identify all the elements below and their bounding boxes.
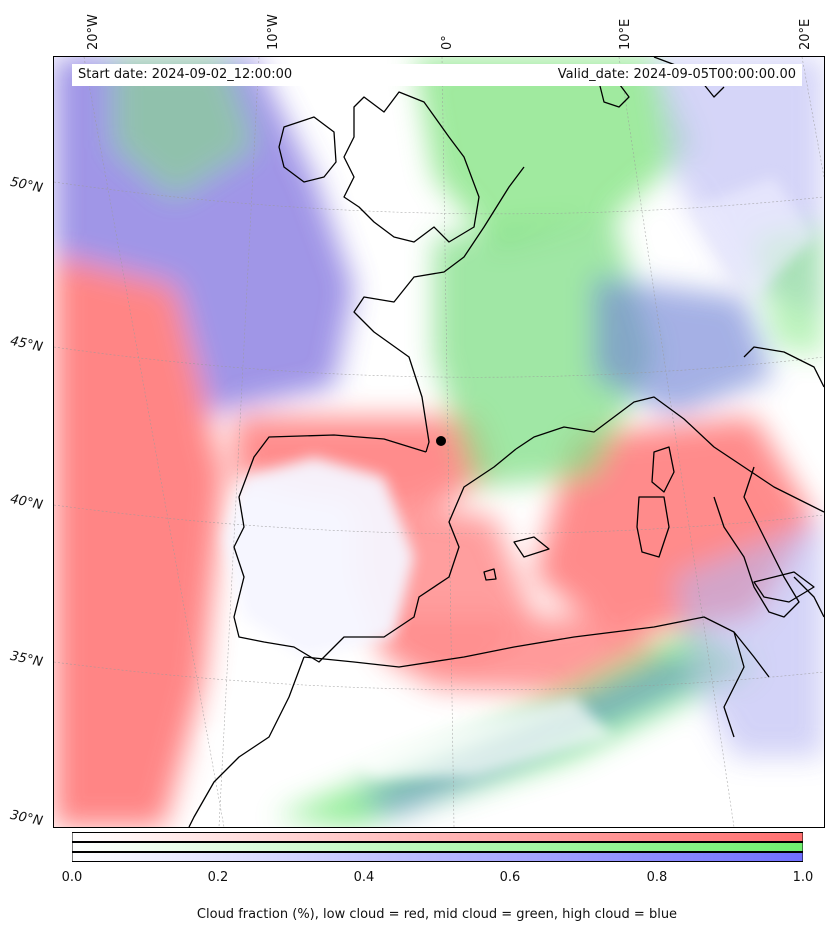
colorbar xyxy=(72,832,803,862)
lon-label-0: 0° xyxy=(440,35,455,50)
lat-label-35n: 35°N xyxy=(8,648,44,671)
colorbar-mid xyxy=(72,842,803,852)
colorbar-low xyxy=(72,832,803,842)
coast-corsica xyxy=(651,446,675,493)
meridian-20e xyxy=(801,57,824,178)
lon-label-20w: 20°W xyxy=(86,14,101,50)
high-cloud-se xyxy=(674,517,824,757)
coast-mallorca xyxy=(513,536,550,558)
meridian-20w xyxy=(83,57,225,827)
coast-france-west xyxy=(353,166,525,453)
lat-label-50n: 50°N xyxy=(8,174,44,197)
colorbar-tick: 0.8 xyxy=(646,870,668,885)
meridian-0 xyxy=(441,57,455,827)
coast-sicily xyxy=(753,571,815,603)
parallel-40n xyxy=(54,504,824,535)
meridian-10e xyxy=(618,57,735,827)
coast-italy-boot xyxy=(713,466,800,618)
colorbar-tick: 0.4 xyxy=(353,870,375,885)
parallel-35n xyxy=(54,661,824,691)
graticule xyxy=(54,57,824,827)
lon-label-10e: 10°E xyxy=(618,18,633,50)
location-marker xyxy=(436,436,446,446)
coast-balkans xyxy=(743,346,824,388)
clear-iberia xyxy=(224,457,414,657)
coast-ireland xyxy=(278,116,337,183)
colorbar-tick: 0.0 xyxy=(61,870,83,885)
clear-north-atlantic xyxy=(694,177,814,297)
colorbar-high xyxy=(72,852,803,862)
colorbar-tick: 0.6 xyxy=(499,870,521,885)
parallel-50n xyxy=(54,181,824,215)
clear-sahara xyxy=(354,697,614,777)
coast-morocco-atlantic xyxy=(188,656,305,827)
clear-sky-layer xyxy=(204,177,814,797)
clear-morocco xyxy=(204,667,394,797)
low-cloud-atlantic xyxy=(54,257,224,827)
lon-label-20e: 20°E xyxy=(798,18,813,50)
mid-cloud-north xyxy=(414,57,694,247)
lon-label-10w: 10°W xyxy=(266,14,281,50)
lat-label-30n: 30°N xyxy=(8,807,44,830)
coastlines xyxy=(188,57,824,827)
colorbar-caption: Cloud fraction (%), low cloud = red, mid… xyxy=(196,907,678,922)
colorbar-tick: 0.2 xyxy=(207,870,229,885)
coast-tunisia xyxy=(723,631,745,738)
coast-ibiza xyxy=(483,568,497,581)
lat-label-40n: 40°N xyxy=(8,491,44,514)
meridian-10w xyxy=(218,57,260,827)
valid-date: Valid_date: 2024-09-05T00:00:00.00 xyxy=(557,67,796,82)
map-title-box: Start date: 2024-09-02_12:00:00 Valid_da… xyxy=(72,64,802,86)
coast-greece xyxy=(793,576,824,618)
colorbar-tick: 1.0 xyxy=(792,870,814,885)
lat-label-45n: 45°N xyxy=(8,333,44,356)
coast-med-north xyxy=(515,396,824,513)
high-cloud-alps xyxy=(594,277,774,417)
cloud-fraction-map xyxy=(53,56,825,828)
mid-cloud-nw xyxy=(114,57,254,197)
coast-iberia xyxy=(233,434,517,663)
coast-north-africa xyxy=(303,616,770,678)
parallel-45n xyxy=(54,346,824,378)
coast-sardinia xyxy=(636,496,670,558)
start-date: Start date: 2024-09-02_12:00:00 xyxy=(78,67,293,82)
coast-great-britain xyxy=(343,91,480,243)
